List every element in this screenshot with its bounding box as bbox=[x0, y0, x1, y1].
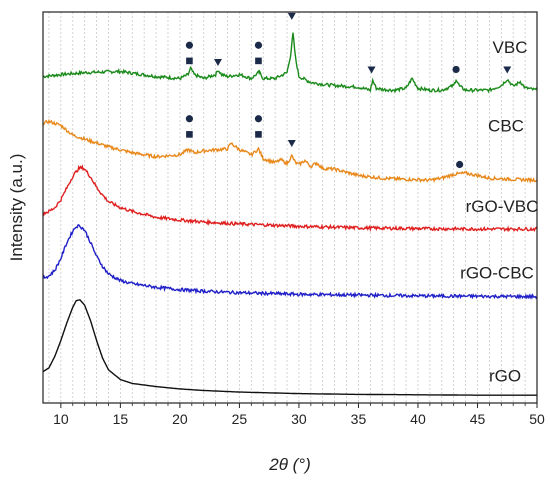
series-label-rgo: rGO bbox=[489, 366, 521, 385]
x-tick-label: 35 bbox=[351, 411, 367, 427]
peak-marker-circle bbox=[185, 41, 194, 49]
marker-layer bbox=[185, 12, 512, 169]
series-line-rgo bbox=[42, 299, 537, 396]
peak-marker-triangle bbox=[367, 66, 376, 74]
x-tick-label: 40 bbox=[410, 411, 426, 427]
x-tick-label: 20 bbox=[172, 411, 188, 427]
peak-marker-circle bbox=[254, 41, 263, 49]
series-label-rgo-vbc: rGO-VBC bbox=[466, 197, 539, 216]
peak-marker-circle bbox=[254, 115, 263, 123]
series-line-vbc bbox=[42, 32, 538, 94]
peak-marker-square bbox=[255, 131, 262, 138]
label-layer: VBC CBC rGO-VBC rGO-CBC rGO bbox=[460, 38, 538, 385]
peak-marker-circle bbox=[185, 115, 194, 123]
peak-marker-square bbox=[186, 57, 193, 65]
peak-marker-triangle bbox=[213, 59, 222, 67]
series-line-cbc bbox=[42, 118, 538, 184]
series-label-cbc: CBC bbox=[488, 116, 524, 135]
peak-marker-circle bbox=[456, 160, 464, 169]
peak-marker-triangle bbox=[287, 139, 296, 147]
x-tick-label: 25 bbox=[232, 411, 248, 427]
grid-layer bbox=[48, 12, 526, 403]
plot-frame bbox=[42, 11, 538, 404]
series-line-rgo-vbc bbox=[42, 164, 538, 233]
x-tick-label: 30 bbox=[291, 411, 307, 427]
tick-layer: 10 15 20 25 30 35 40 45 50 bbox=[53, 403, 545, 427]
peak-marker-triangle bbox=[503, 66, 512, 74]
x-axis-label: 2θ (°) bbox=[268, 455, 311, 474]
series-line-rgo-cbc bbox=[42, 224, 538, 300]
series-layer bbox=[42, 32, 538, 396]
x-tick-label: 50 bbox=[529, 411, 545, 427]
y-axis-label: Intensity (a.u.) bbox=[7, 154, 26, 262]
peak-marker-square bbox=[186, 131, 193, 138]
x-tick-label: 45 bbox=[470, 411, 486, 427]
series-label-vbc: VBC bbox=[493, 38, 528, 57]
peak-marker-triangle bbox=[287, 12, 296, 20]
x-tick-label: 10 bbox=[53, 411, 69, 427]
x-tick-label: 15 bbox=[113, 411, 129, 427]
peak-marker-circle bbox=[452, 65, 460, 74]
series-label-rgo-cbc: rGO-CBC bbox=[460, 264, 534, 283]
peak-marker-square bbox=[255, 57, 262, 65]
